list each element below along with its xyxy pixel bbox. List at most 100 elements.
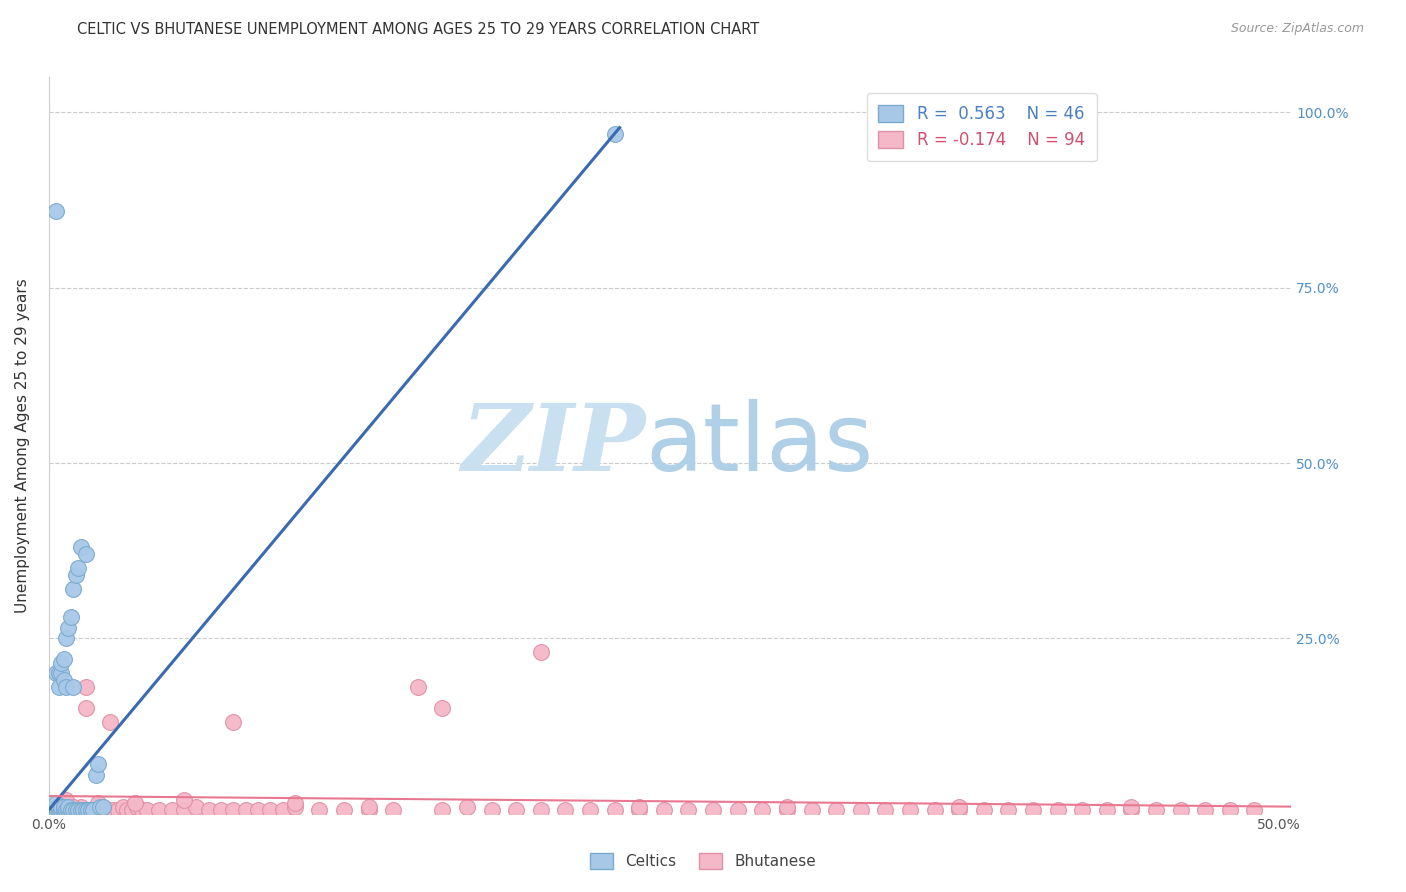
Point [48, 681, 70, 695]
Point [67, 803, 90, 817]
Point [49, 803, 72, 817]
Point [1121, 803, 1143, 817]
Point [75, 681, 97, 695]
Point [222, 803, 245, 817]
Point [117, 803, 139, 817]
Point [1219, 803, 1241, 817]
Point [173, 792, 195, 806]
Point [406, 681, 429, 695]
Point [62, 582, 84, 597]
Point [79, 803, 101, 817]
Point [107, 803, 129, 817]
Point [481, 803, 503, 817]
Point [62, 803, 84, 817]
Point [79, 803, 101, 817]
Point [62, 681, 84, 695]
Point [82, 803, 104, 817]
Point [75, 547, 97, 561]
Point [55, 632, 77, 646]
Point [67, 803, 90, 817]
Point [75, 701, 97, 715]
Point [77, 803, 100, 817]
Point [432, 701, 454, 715]
Point [45, 799, 67, 814]
Point [69, 799, 91, 814]
Point [65, 568, 87, 582]
Point [91, 799, 114, 814]
Point [271, 803, 294, 817]
Point [849, 803, 872, 817]
Point [131, 803, 153, 817]
Point [67, 561, 90, 575]
Point [98, 715, 121, 730]
Point [1243, 803, 1265, 817]
Point [1095, 803, 1118, 817]
Point [603, 127, 626, 141]
Point [505, 803, 527, 817]
Point [284, 799, 307, 814]
Point [52, 803, 75, 817]
Point [49, 799, 72, 814]
Point [924, 803, 946, 817]
Point [456, 799, 478, 814]
Point [65, 803, 87, 817]
Point [87, 757, 110, 772]
Point [101, 803, 124, 817]
Point [62, 799, 84, 814]
Point [235, 803, 257, 817]
Point [603, 803, 626, 817]
Point [530, 803, 553, 817]
Point [84, 799, 107, 814]
Point [55, 803, 77, 817]
Point [45, 666, 67, 681]
Point [55, 803, 77, 817]
Point [58, 799, 80, 814]
Point [1170, 803, 1192, 817]
Point [49, 656, 72, 670]
Point [1194, 803, 1216, 817]
Point [948, 803, 970, 817]
Point [197, 803, 219, 817]
Point [997, 803, 1019, 817]
Point [111, 799, 134, 814]
Point [45, 203, 67, 218]
Point [628, 799, 651, 814]
Point [45, 796, 67, 810]
Point [59, 803, 82, 817]
Point [1144, 803, 1167, 817]
Point [91, 799, 114, 814]
Point [333, 803, 356, 817]
Point [72, 803, 94, 817]
Point [948, 799, 970, 814]
Text: Source: ZipAtlas.com: Source: ZipAtlas.com [1230, 22, 1364, 36]
Point [209, 803, 232, 817]
Point [222, 715, 245, 730]
Point [702, 803, 724, 817]
Point [1121, 799, 1143, 814]
Point [49, 799, 72, 814]
Point [530, 645, 553, 659]
Point [69, 540, 91, 554]
Point [52, 799, 75, 814]
Point [554, 803, 576, 817]
Point [357, 799, 380, 814]
Point [52, 673, 75, 688]
Point [579, 803, 602, 817]
Point [42, 803, 65, 817]
Point [825, 803, 848, 817]
Point [48, 803, 70, 817]
Point [59, 803, 82, 817]
Point [628, 803, 651, 817]
Point [52, 652, 75, 666]
Legend: Celtics, Bhutanese: Celtics, Bhutanese [583, 847, 823, 875]
Point [382, 803, 405, 817]
Point [65, 803, 87, 817]
Point [751, 803, 773, 817]
Text: ZIP: ZIP [461, 401, 645, 491]
Legend: R =  0.563    N = 46, R = -0.174    N = 94: R = 0.563 N = 46, R = -0.174 N = 94 [868, 93, 1097, 161]
Point [800, 803, 823, 817]
Point [776, 799, 799, 814]
Point [45, 803, 67, 817]
Point [727, 803, 749, 817]
Point [58, 621, 80, 635]
